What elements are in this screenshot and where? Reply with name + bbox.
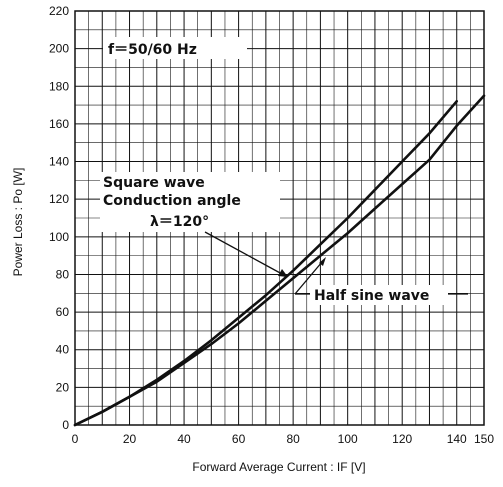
y-tick-label: 120 — [49, 192, 69, 206]
x-tick-label: 120 — [392, 432, 412, 446]
square-wave-annotation-bg — [100, 172, 280, 232]
y-tick-label: 140 — [49, 155, 69, 169]
x-tick-label: 80 — [286, 432, 300, 446]
x-tick-label: 140 — [447, 432, 467, 446]
x-tick-labels: 0 20 40 60 80 100 120 140 150 — [72, 432, 495, 446]
y-tick-label: 160 — [49, 117, 69, 131]
x-tick-label: 150 — [474, 432, 494, 446]
x-tick-label: 20 — [123, 432, 137, 446]
y-tick-label: 80 — [56, 267, 70, 281]
half-sine-arrowhead — [319, 257, 326, 266]
lambda-label: λ＝120° — [150, 214, 209, 230]
y-axis-label: Power Loss : Po [W] — [11, 168, 25, 277]
x-axis-label: Forward Average Current : IF [V] — [192, 460, 365, 474]
y-tick-label: 180 — [49, 79, 69, 93]
half-sine-label: Half sine wave — [314, 288, 429, 304]
curves — [73, 94, 486, 427]
y-tick-label: 40 — [56, 343, 70, 357]
y-tick-label: 0 — [62, 418, 69, 432]
y-tick-labels: 0 20 40 60 80 100 120 140 160 180 200 220 — [49, 4, 69, 432]
y-tick-label: 20 — [56, 380, 70, 394]
y-tick-label: 200 — [49, 42, 69, 56]
half-sine-annotation-bg — [310, 285, 448, 305]
frequency-annotation-bg — [103, 37, 247, 59]
half-sine-wave-curve — [73, 94, 486, 427]
frequency-annotation: f＝50/60 Hz — [108, 42, 197, 58]
x-tick-label: 100 — [338, 432, 358, 446]
y-tick-label: 100 — [49, 230, 69, 244]
square-wave-leader — [204, 231, 283, 275]
half-sine-leader — [294, 261, 323, 295]
square-wave-arrowhead — [278, 269, 288, 277]
square-wave-label: Square wave — [103, 175, 205, 191]
x-tick-label: 60 — [232, 432, 246, 446]
plot-frame — [74, 10, 485, 426]
y-tick-label: 60 — [56, 305, 70, 319]
conduction-angle-label: Conduction angle — [103, 193, 241, 209]
x-tick-label: 40 — [177, 432, 191, 446]
y-tick-label: 220 — [49, 4, 69, 18]
x-tick-label: 0 — [72, 432, 79, 446]
